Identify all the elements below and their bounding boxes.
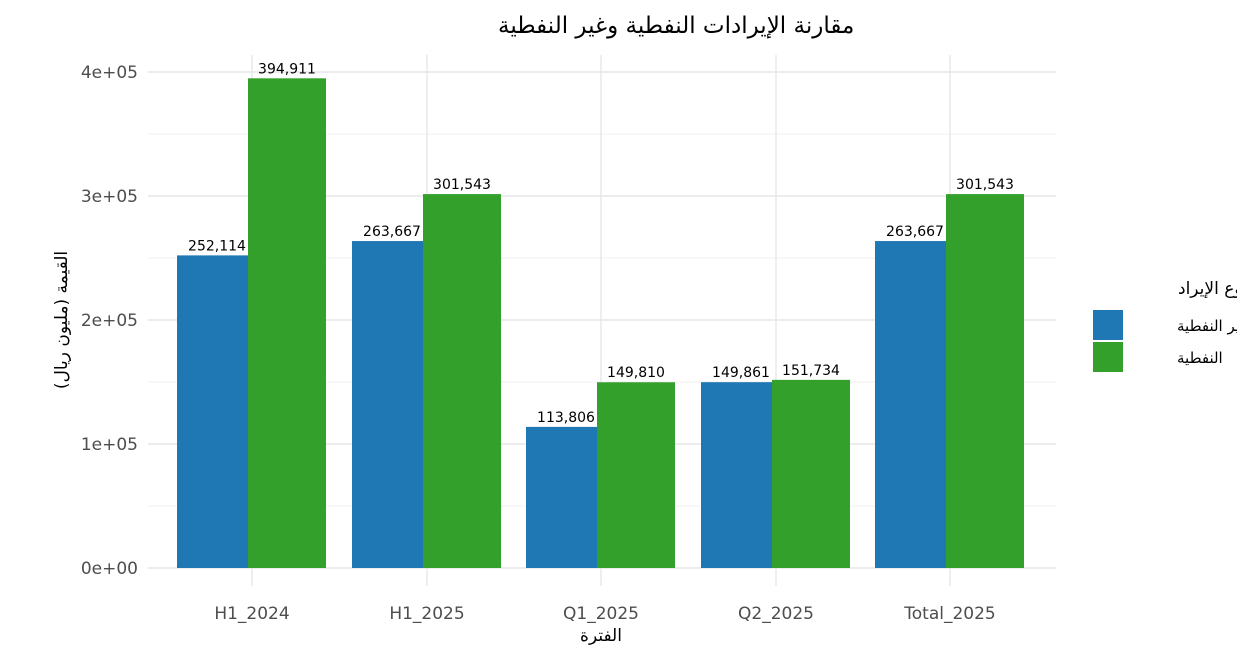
legend-swatch [1093,342,1123,372]
bar-value-label: 149,810 [607,365,665,381]
bar-H1_2024-series-1 [248,78,326,568]
bar-value-label: 149,861 [712,365,770,381]
bar-value-label: 113,806 [537,410,595,426]
x-axis-title: الفترة [580,626,622,646]
bar-Q1_2025-series-1 [597,382,675,568]
bar-Total_2025-series-0 [875,241,955,568]
bar-H1_2025-series-0 [352,241,432,568]
x-tick-label: Q2_2025 [738,604,814,624]
bar-H1_2025-series-1 [423,194,501,569]
chart-title: مقارنة الإيرادات النفطية وغير النفطية [498,13,854,39]
bars [177,78,1024,569]
bar-H1_2024-series-0 [177,255,257,568]
bar-Q1_2025-series-0 [526,426,606,568]
y-tick-label: 1e+05 [81,435,138,455]
x-tick-label: H1_2025 [389,604,464,624]
bar-value-label: 301,543 [956,177,1014,193]
y-axis: 0e+00 1e+05 2e+05 3e+05 4e+05 [81,63,138,579]
y-tick-label: 0e+00 [81,559,138,579]
y-tick-label: 4e+05 [81,63,138,83]
bar-Total_2025-series-1 [946,194,1024,569]
x-axis: H1_2024 H1_2025 Q1_2025 Q2_2025 Total_2025 [214,604,995,624]
bar-value-label: 263,667 [363,224,421,240]
bar-value-label: 394,911 [258,61,316,77]
x-tick-label: H1_2024 [214,604,289,624]
legend-title: نوع الإيراد [1178,279,1237,299]
bar-value-labels: 252,114 394,911 263,667 301,543 113,806 149,8… [188,61,1014,426]
bar-value-label: 252,114 [188,238,246,254]
y-tick-label: 2e+05 [81,311,138,331]
bar-value-label: 301,543 [433,177,491,193]
x-tick-label: Q1_2025 [563,604,639,624]
bar-Q2_2025-series-1 [772,379,850,568]
legend-swatch [1093,310,1123,340]
bar-value-label: 263,667 [886,224,944,240]
legend-label: غير النفطية [1177,317,1237,335]
legend-label: النفطية [1177,349,1223,367]
y-axis-title: القيمة (مليون ريال) [52,251,72,389]
x-tick-label: Total_2025 [903,604,995,624]
bar-value-label: 151,734 [782,363,840,379]
bar-Q2_2025-series-0 [701,382,781,568]
legend: نوع الإيراد غير النفطية النفطية [1093,279,1237,372]
y-tick-label: 3e+05 [81,187,138,207]
